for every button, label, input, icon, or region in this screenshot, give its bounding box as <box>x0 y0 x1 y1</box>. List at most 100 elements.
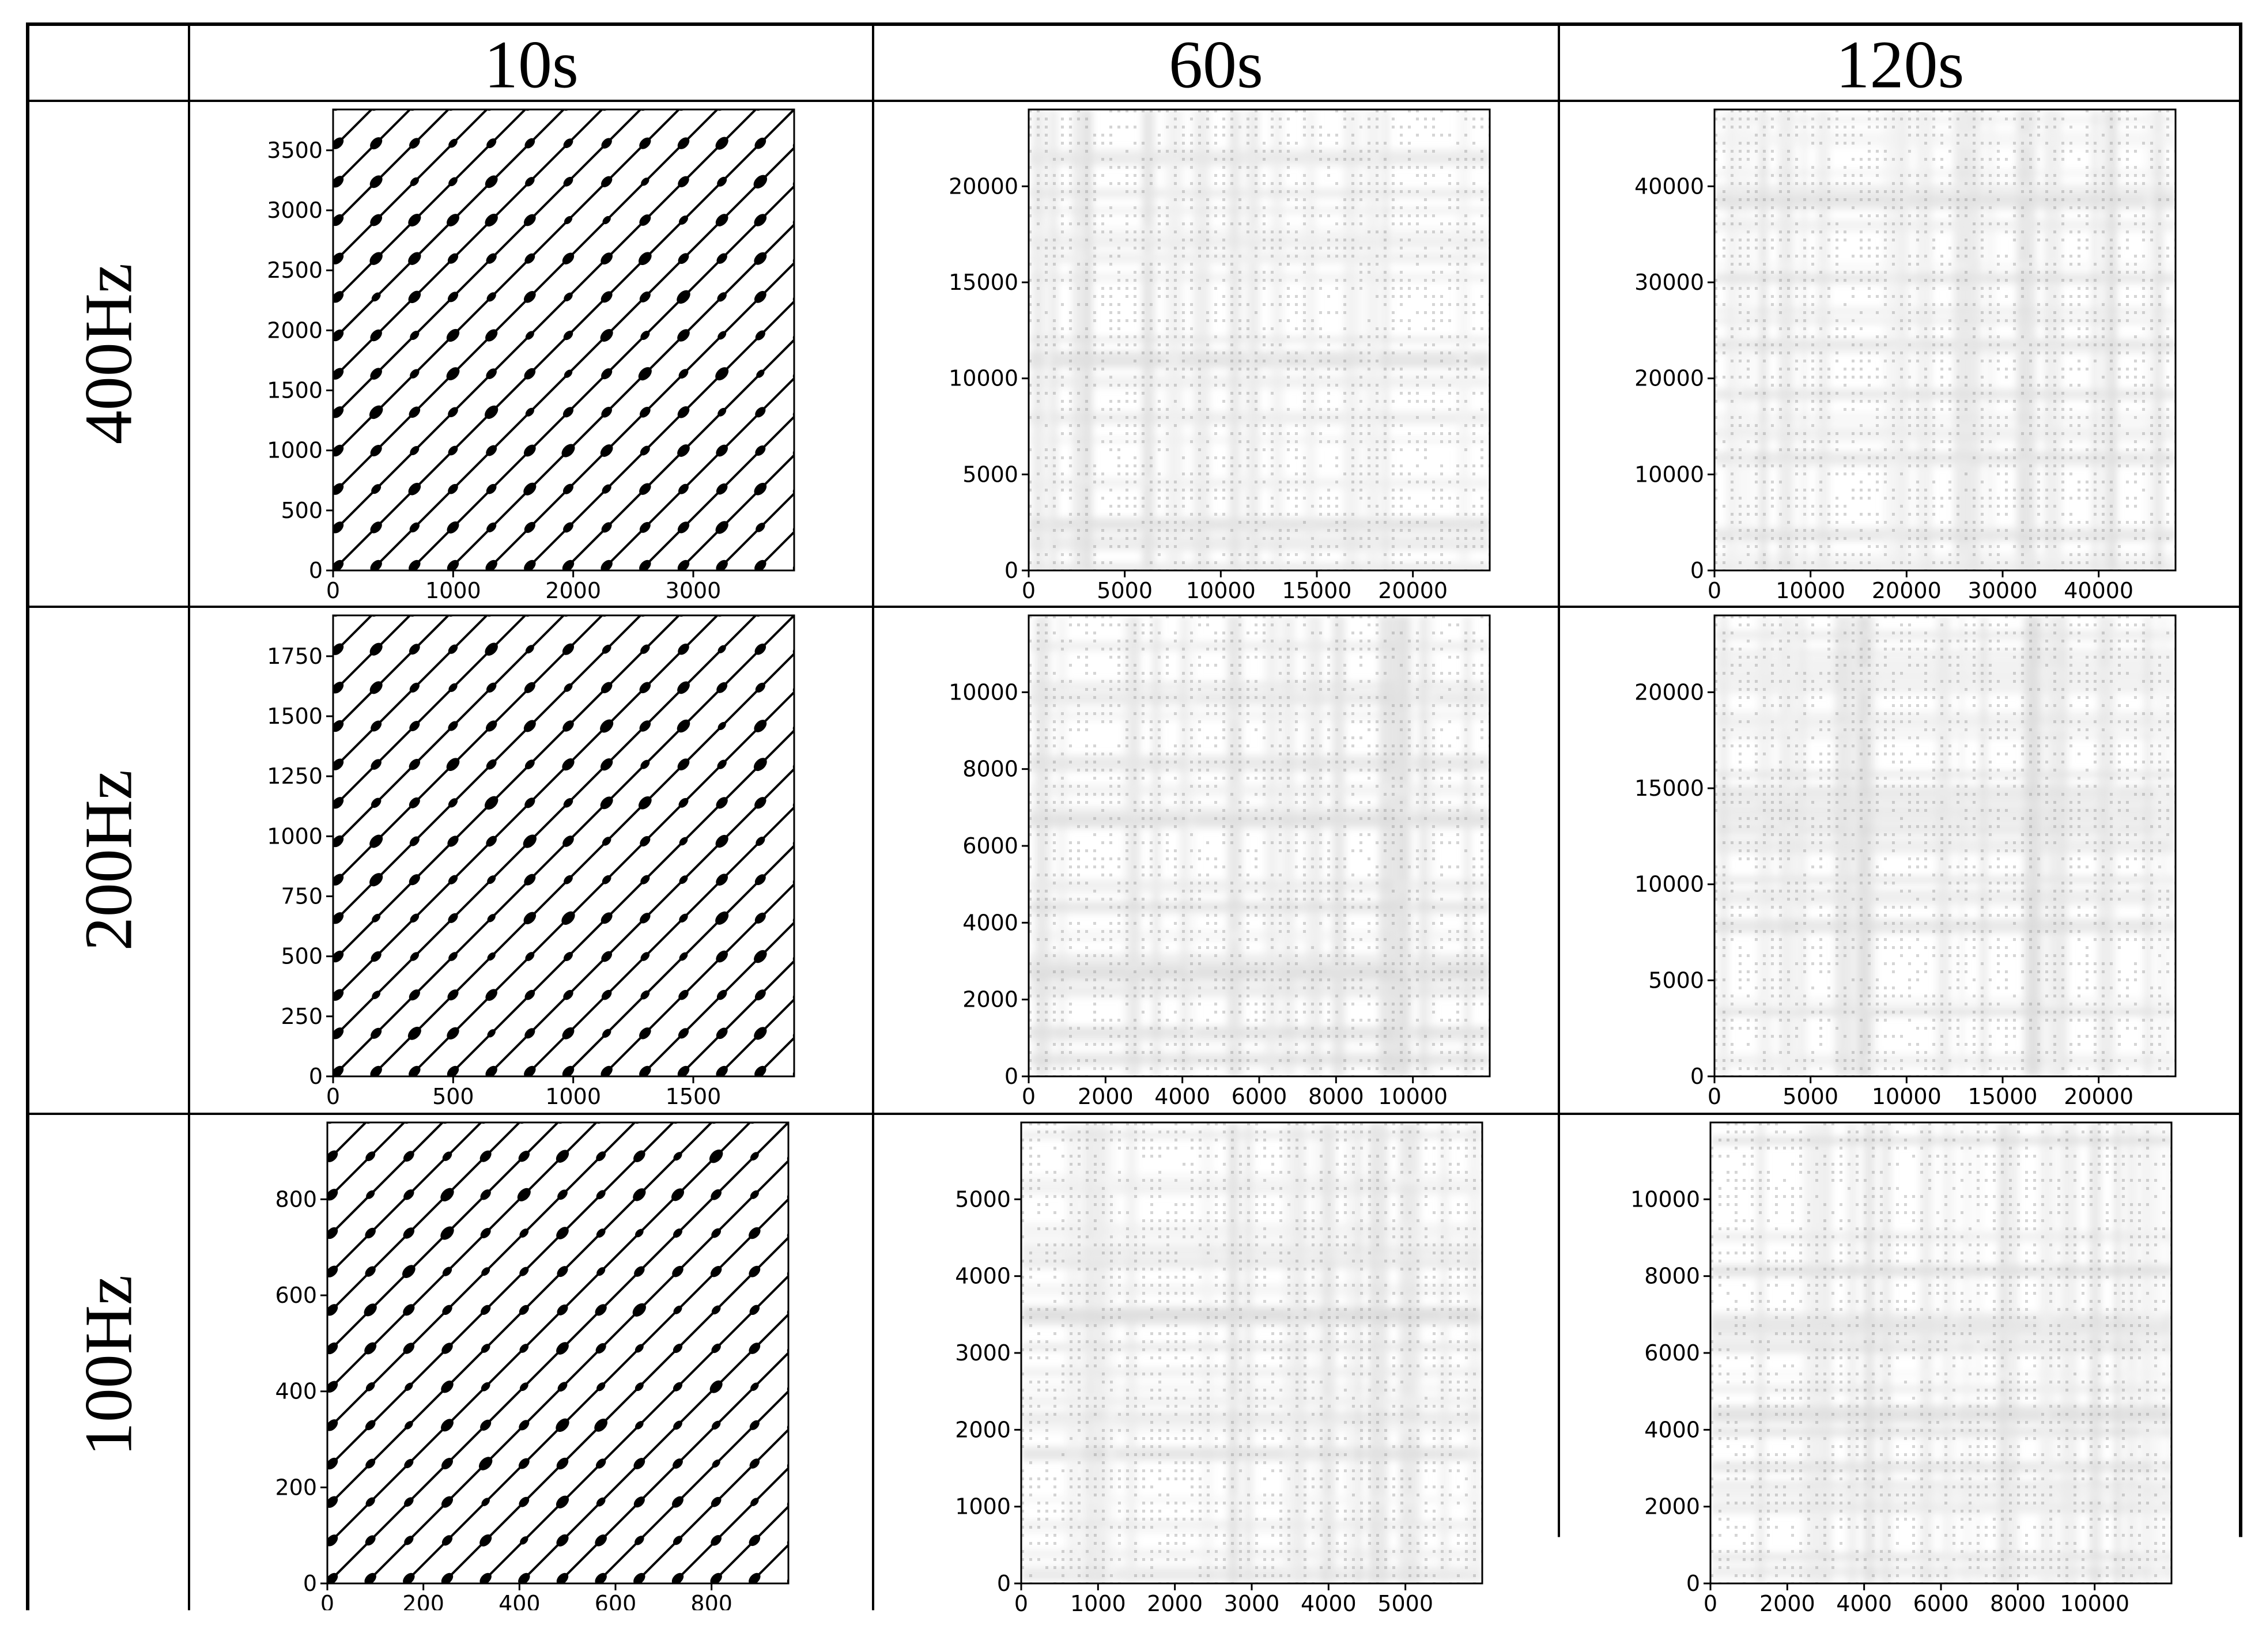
x-tick-label: 1000 <box>545 1084 601 1109</box>
x-tick-label: 2000 <box>1759 1591 1815 1616</box>
plot-panel-200hz-60s: 0 2000 4000 6000 8000 10000020004000600080001… <box>949 615 1491 1109</box>
y-tick-label: 5000 <box>1648 967 1704 993</box>
y-tick-label: 0 <box>1690 1064 1704 1089</box>
x-tick-label: 8000 <box>1990 1591 2046 1616</box>
y-tick-label: 750 <box>281 884 323 909</box>
y-tick-label: 0 <box>1004 558 1018 583</box>
y-tick-label: 1000 <box>267 438 323 463</box>
y-tick-label: 30000 <box>1634 270 1704 295</box>
x-tick-label: 4000 <box>1301 1591 1357 1616</box>
plot-panel-400hz-120s: 0 10000 20000 30000 400000100002000030000400… <box>1634 109 2177 603</box>
y-tick-label: 0 <box>303 1571 317 1596</box>
y-tick-label: 4000 <box>962 910 1018 935</box>
row-header-400hz: 400Hz <box>71 263 146 445</box>
x-tick-label: 0 <box>1704 1591 1717 1616</box>
heatmap-image <box>1714 109 2177 574</box>
plot-panel-100hz-120s: 0 2000 4000 6000 8000 10000 0 2000 4000 6000 8000 1… <box>1630 1122 2180 1616</box>
x-tick-label: 0 <box>320 1591 334 1616</box>
y-tick-label: 2500 <box>267 258 323 283</box>
column-header-120s: 120s <box>1836 27 1965 103</box>
heatmap-image <box>1710 1122 2180 1596</box>
x-tick-label: 10000 <box>1378 1084 1448 1109</box>
y-tick-label: 3500 <box>267 138 323 163</box>
y-tick-label: 0 <box>997 1571 1011 1596</box>
y-tick-label: 20000 <box>1634 366 1704 391</box>
heatmap-image <box>1714 615 2177 1078</box>
x-tick-label: 40000 <box>2064 578 2133 603</box>
plot-panel-200hz-120s: 0 5000 10000 15000 2000005000100001500020000 <box>1634 615 2177 1109</box>
x-tick-label: 0 <box>1022 1084 1036 1109</box>
y-tick-label: 10000 <box>1630 1186 1700 1212</box>
x-tick-label: 0 <box>326 1084 340 1109</box>
y-tick-label: 4000 <box>955 1264 1011 1289</box>
y-tick-label: 500 <box>281 498 323 523</box>
y-tick-label: 10000 <box>949 366 1018 391</box>
plot-panel-100hz-60s: 0 1000 2000 3000 4000 50000100020003000400050… <box>955 1122 1484 1616</box>
x-tick-label: 3000 <box>666 578 722 603</box>
y-tick-label: 2000 <box>1644 1494 1700 1519</box>
x-tick-label: 15000 <box>1282 578 1352 603</box>
x-tick-label: 5000 <box>1377 1591 1433 1616</box>
x-tick-label: 0 <box>1014 1591 1028 1616</box>
y-tick-label: 2000 <box>955 1417 1011 1442</box>
x-tick-label: 8000 <box>1308 1084 1364 1109</box>
y-tick-label: 1250 <box>267 763 323 789</box>
x-tick-label: 0 <box>326 578 340 603</box>
x-tick-label: 1000 <box>1070 1591 1126 1616</box>
x-tick-label: 600 <box>595 1591 637 1616</box>
x-tick-label: 10000 <box>2060 1591 2129 1616</box>
y-tick-label: 1750 <box>267 644 323 669</box>
x-tick-label: 500 <box>432 1084 474 1109</box>
y-tick-label: 10000 <box>949 679 1018 705</box>
x-tick-label: 3000 <box>1224 1591 1280 1616</box>
x-tick-label: 20000 <box>2064 1084 2133 1109</box>
y-tick-label: 6000 <box>962 833 1018 859</box>
x-tick-label: 0 <box>1022 578 1036 603</box>
y-tick-label: 4000 <box>1644 1417 1700 1442</box>
heatmap-image <box>1021 1122 1484 1585</box>
y-tick-label: 20000 <box>949 173 1018 199</box>
y-tick-label: 0 <box>309 558 323 583</box>
y-tick-label: 40000 <box>1634 173 1704 199</box>
y-tick-label: 6000 <box>1644 1340 1700 1366</box>
x-tick-label: 400 <box>498 1591 541 1616</box>
y-tick-label: 1500 <box>267 704 323 729</box>
y-tick-label: 10000 <box>1634 462 1704 487</box>
y-tick-label: 200 <box>275 1475 317 1500</box>
x-tick-label: 2000 <box>1078 1084 1134 1109</box>
y-tick-label: 20000 <box>1634 679 1704 705</box>
y-tick-label: 8000 <box>1644 1264 1700 1289</box>
y-tick-label: 600 <box>275 1283 317 1308</box>
column-header-10s: 10s <box>484 27 579 103</box>
y-tick-label: 1500 <box>267 378 323 403</box>
x-tick-label: 5000 <box>1097 578 1153 603</box>
x-tick-label: 30000 <box>1968 578 2038 603</box>
x-tick-label: 10000 <box>1186 578 1256 603</box>
y-tick-label: 8000 <box>962 757 1018 782</box>
x-tick-label: 10000 <box>1872 1084 1942 1109</box>
y-tick-label: 10000 <box>1634 872 1704 897</box>
x-tick-label: 5000 <box>1782 1084 1838 1109</box>
x-tick-label: 6000 <box>1913 1591 1969 1616</box>
x-tick-label: 1000 <box>425 578 481 603</box>
y-tick-label: 5000 <box>962 462 1018 487</box>
x-tick-label: 200 <box>402 1591 444 1616</box>
y-tick-label: 15000 <box>1634 776 1704 801</box>
y-tick-label: 15000 <box>949 270 1018 295</box>
x-tick-label: 15000 <box>1968 1084 2038 1109</box>
x-tick-label: 1500 <box>666 1084 722 1109</box>
x-tick-label: 10000 <box>1776 578 1845 603</box>
x-tick-label: 6000 <box>1232 1084 1287 1109</box>
heatmap-image <box>1029 615 1491 1078</box>
y-tick-label: 2000 <box>267 317 323 343</box>
y-tick-label: 400 <box>275 1379 317 1404</box>
row-header-200hz: 200Hz <box>71 770 146 951</box>
y-tick-label: 1000 <box>955 1494 1011 1519</box>
x-tick-label: 20000 <box>1872 578 1942 603</box>
y-tick-label: 3000 <box>267 198 323 223</box>
y-tick-label: 800 <box>275 1186 317 1212</box>
heatmap-image <box>1029 109 1491 582</box>
plot-panel-400hz-60s: 0 5000 10000 15000 2000005000100001500020000 <box>949 109 1491 603</box>
y-tick-label: 1000 <box>267 823 323 849</box>
